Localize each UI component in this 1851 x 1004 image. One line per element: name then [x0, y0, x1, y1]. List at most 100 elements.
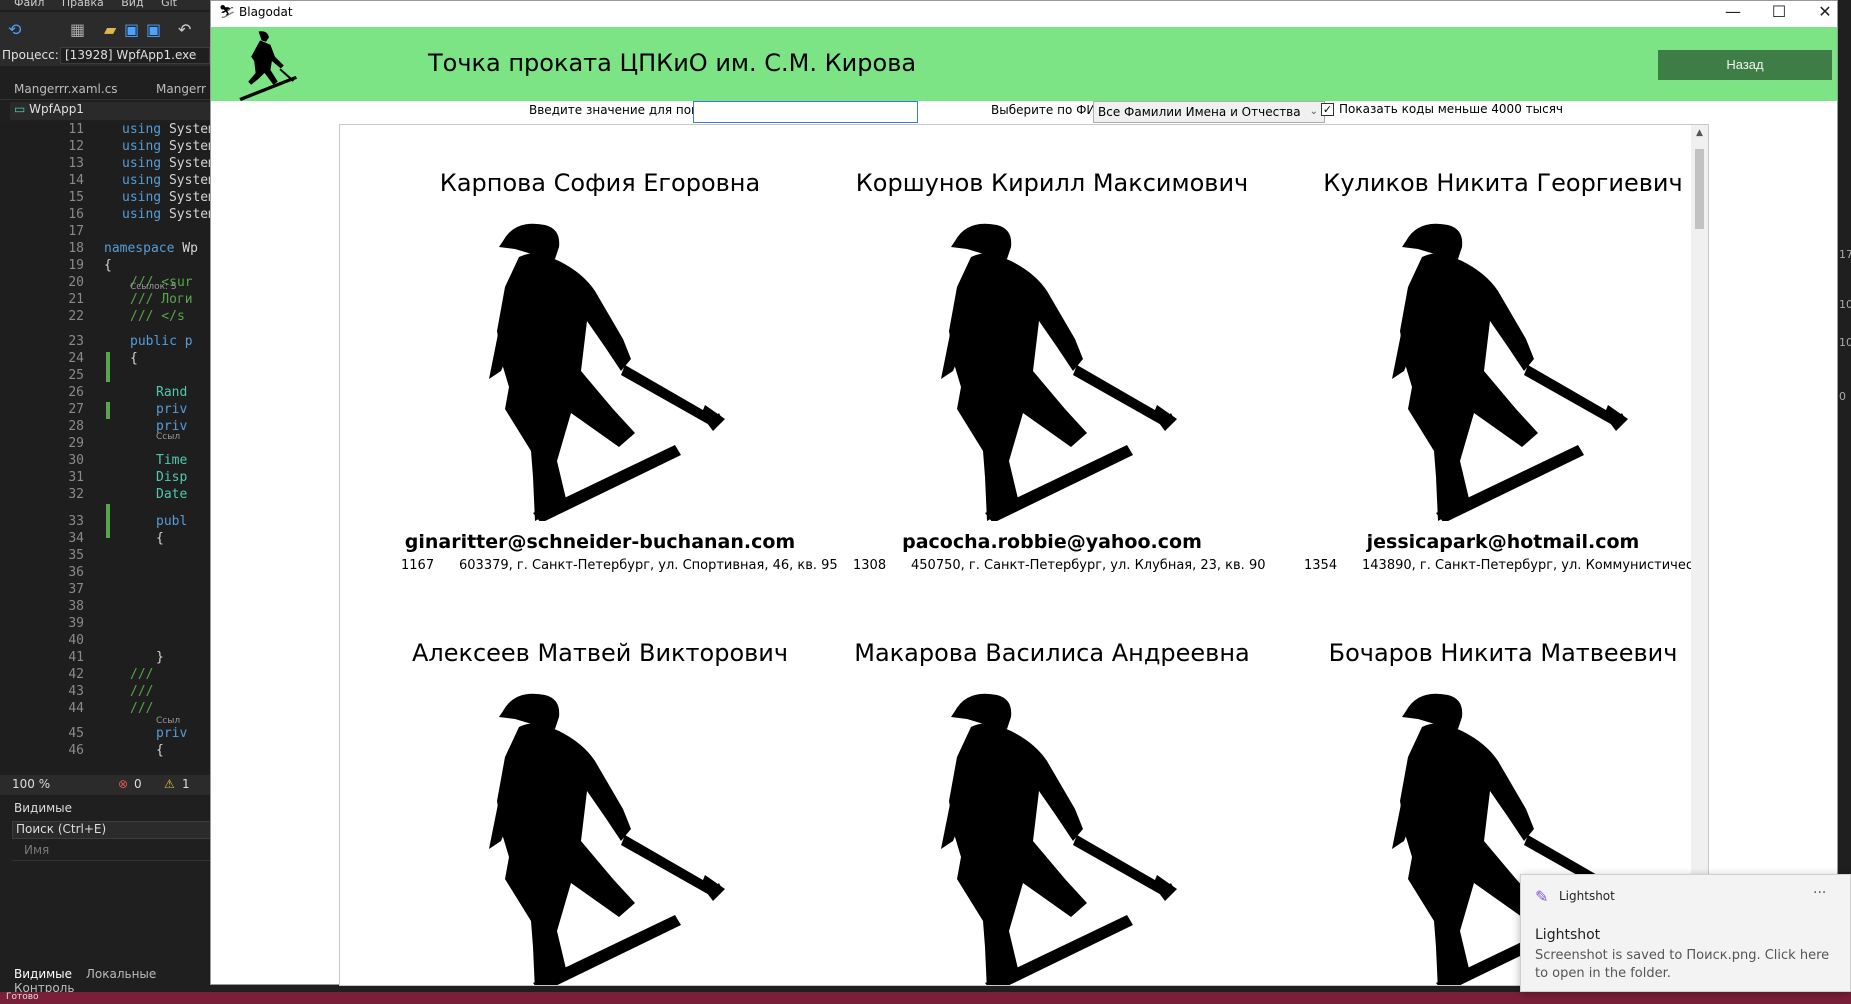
code-line[interactable]: 21 /// Логи	[0, 292, 212, 309]
code-line[interactable]: 27 priv	[0, 402, 212, 419]
skier-photo	[489, 693, 725, 985]
client-card[interactable]: Алексеев Матвей Викторович	[375, 595, 825, 985]
status-bar: Готово	[0, 992, 1851, 1004]
checkbox-checked-icon[interactable]: ✓	[1321, 103, 1334, 116]
line-number: 41	[68, 650, 84, 665]
code-line[interactable]: 26 Rand	[0, 385, 212, 402]
code-text: using System	[122, 139, 216, 154]
clients-list[interactable]: Карпова София Егоровна ginaritter@schnei…	[339, 124, 1709, 986]
code-text: }	[156, 650, 164, 665]
locals-title: Видимые	[14, 801, 73, 815]
code-lens-references[interactable]: Ссыл	[156, 432, 181, 442]
vs-editor-status: 100 % ⊗ 0 ⚠ 1	[0, 775, 212, 795]
scroll-up-icon[interactable]: ▲	[1696, 128, 1703, 138]
code-line[interactable]: 13 using System	[0, 156, 216, 173]
locals-name-column: Имя	[12, 843, 212, 861]
line-number: 11	[68, 122, 84, 137]
code-line[interactable]: 37	[0, 582, 212, 599]
line-number: 19	[68, 258, 84, 273]
code-line[interactable]: 38	[0, 599, 212, 616]
vs-code-editor[interactable]: 11 using System 12 using System 13 using Syst…	[0, 122, 216, 772]
tab-autos[interactable]: Видимые	[14, 967, 73, 981]
tab-watch[interactable]: Контроль	[14, 981, 75, 995]
code-line[interactable]: 15 using System	[0, 190, 216, 207]
code-lens-references[interactable]: Ссыл	[156, 716, 181, 726]
code-text: Time	[156, 453, 188, 468]
maximize-button[interactable]: ☐	[1771, 2, 1787, 21]
lightshot-notification[interactable]: ✎ Lightshot ··· Lightshot Screenshot is …	[1520, 874, 1851, 992]
code-text: using System	[122, 190, 216, 205]
code-line[interactable]: 42 ///	[0, 667, 212, 684]
error-count[interactable]: 0	[134, 777, 142, 791]
code-line[interactable]: 30 Time	[0, 453, 212, 470]
vs-project-dropdown[interactable]: ▭ WpfApp1	[10, 102, 212, 120]
tab-mangerrr-xaml-cs[interactable]: Mangerrr.xaml.cs	[14, 82, 118, 96]
warning-count[interactable]: 1	[182, 777, 190, 791]
code-line[interactable]: 35	[0, 548, 212, 565]
code-line[interactable]: 24 {	[0, 351, 212, 368]
code-line[interactable]: 36	[0, 565, 212, 582]
code-line[interactable]: 25	[0, 368, 212, 385]
client-card[interactable]: Карпова София Егоровна ginaritter@schnei…	[375, 125, 838, 585]
code-line[interactable]: 16 using System	[0, 207, 216, 224]
locals-search-input[interactable]: Поиск (Ctrl+E)	[12, 821, 212, 839]
code-line[interactable]: 33 publ	[0, 514, 212, 531]
open-folder-icon[interactable]: ▰	[104, 20, 117, 39]
code-line[interactable]: 44 ///	[0, 701, 212, 718]
minimize-button[interactable]: —	[1725, 2, 1741, 21]
client-card[interactable]: Коршунов Кирилл Максимович pacocha.robbi…	[827, 125, 1277, 585]
vs-menu-view[interactable]: Вид	[121, 0, 144, 9]
back-nav-icon[interactable]: ⟲	[8, 20, 22, 39]
code-line[interactable]: 46 {	[0, 743, 212, 760]
code-line[interactable]: 34 {	[0, 531, 212, 548]
client-card[interactable]: Макарова Василиса Андреевна	[827, 595, 1277, 985]
close-button[interactable]: ✕	[1818, 2, 1832, 21]
more-options-icon[interactable]: ···	[1813, 885, 1827, 901]
save-all-icon[interactable]: ▣	[146, 20, 162, 39]
vs-editor-tabs: Mangerrr.xaml.cs Mangerr	[0, 80, 212, 100]
code-line[interactable]: 28 priv	[0, 419, 212, 436]
project-name: WpfApp1	[29, 102, 84, 116]
code-line[interactable]: 23 public p	[0, 334, 212, 351]
line-number: 30	[68, 453, 84, 468]
scroll-thumb[interactable]	[1695, 149, 1704, 229]
vs-menu-edit[interactable]: Правка	[61, 0, 104, 9]
code-text: using System	[122, 156, 216, 171]
code-line[interactable]: 22 /// </s	[0, 309, 212, 326]
code-line[interactable]: 43 ///	[0, 684, 212, 701]
vs-menu-git[interactable]: Git	[161, 0, 177, 9]
client-address: 450750, г. Санкт-Петербург, ул. Клубная,…	[911, 558, 1266, 573]
code-line[interactable]: 14 using System	[0, 173, 216, 190]
code-line[interactable]: 39	[0, 616, 212, 633]
code-line[interactable]: 12 using System	[0, 139, 216, 156]
code-line[interactable]: 11 using System	[0, 122, 216, 139]
tab-mangerr[interactable]: Mangerr	[156, 82, 206, 96]
locals-tabs: Видимые Локальные Контроль	[14, 967, 212, 995]
vs-menu-file[interactable]: Файл	[14, 0, 45, 9]
vertical-scrollbar[interactable]: ▲	[1691, 125, 1708, 985]
code-line[interactable]: 41}	[0, 650, 212, 667]
new-item-icon[interactable]: ▦	[70, 20, 86, 39]
code-line[interactable]: 32 Date	[0, 487, 212, 504]
search-input[interactable]	[693, 101, 918, 123]
client-card[interactable]: Куликов Никита Георгиевич jessicapark@ho…	[1278, 125, 1708, 585]
code-line[interactable]: 17	[0, 224, 212, 241]
code-lens-references[interactable]: Ссылок: 5	[130, 282, 177, 292]
code-line[interactable]: 40	[0, 633, 212, 650]
line-number: 42	[68, 667, 84, 682]
process-select[interactable]: [13928] WpfApp1.exe	[60, 47, 210, 64]
code-line[interactable]: 18 namespace Wp	[0, 241, 212, 258]
change-marker	[106, 352, 110, 382]
code-line[interactable]: 45 priv	[0, 726, 212, 743]
zoom-level[interactable]: 100 %	[12, 777, 51, 791]
back-button[interactable]: Назад	[1658, 50, 1832, 80]
code-line[interactable]: 20 /// <sur	[0, 275, 212, 292]
code-line[interactable]: 19 {	[0, 258, 212, 275]
code-line[interactable]: 31 Disp	[0, 470, 212, 487]
fio-filter-dropdown[interactable]: Все Фамилии Имена и Отчества ⌄	[1093, 101, 1325, 123]
save-icon[interactable]: ▣	[124, 20, 140, 39]
tab-locals[interactable]: Локальные	[85, 967, 157, 981]
undo-icon[interactable]: ↶	[178, 20, 192, 39]
code-line[interactable]: 29	[0, 436, 212, 453]
window-titlebar[interactable]: ⛷ Blagodat — ☐ ✕	[211, 1, 1837, 25]
